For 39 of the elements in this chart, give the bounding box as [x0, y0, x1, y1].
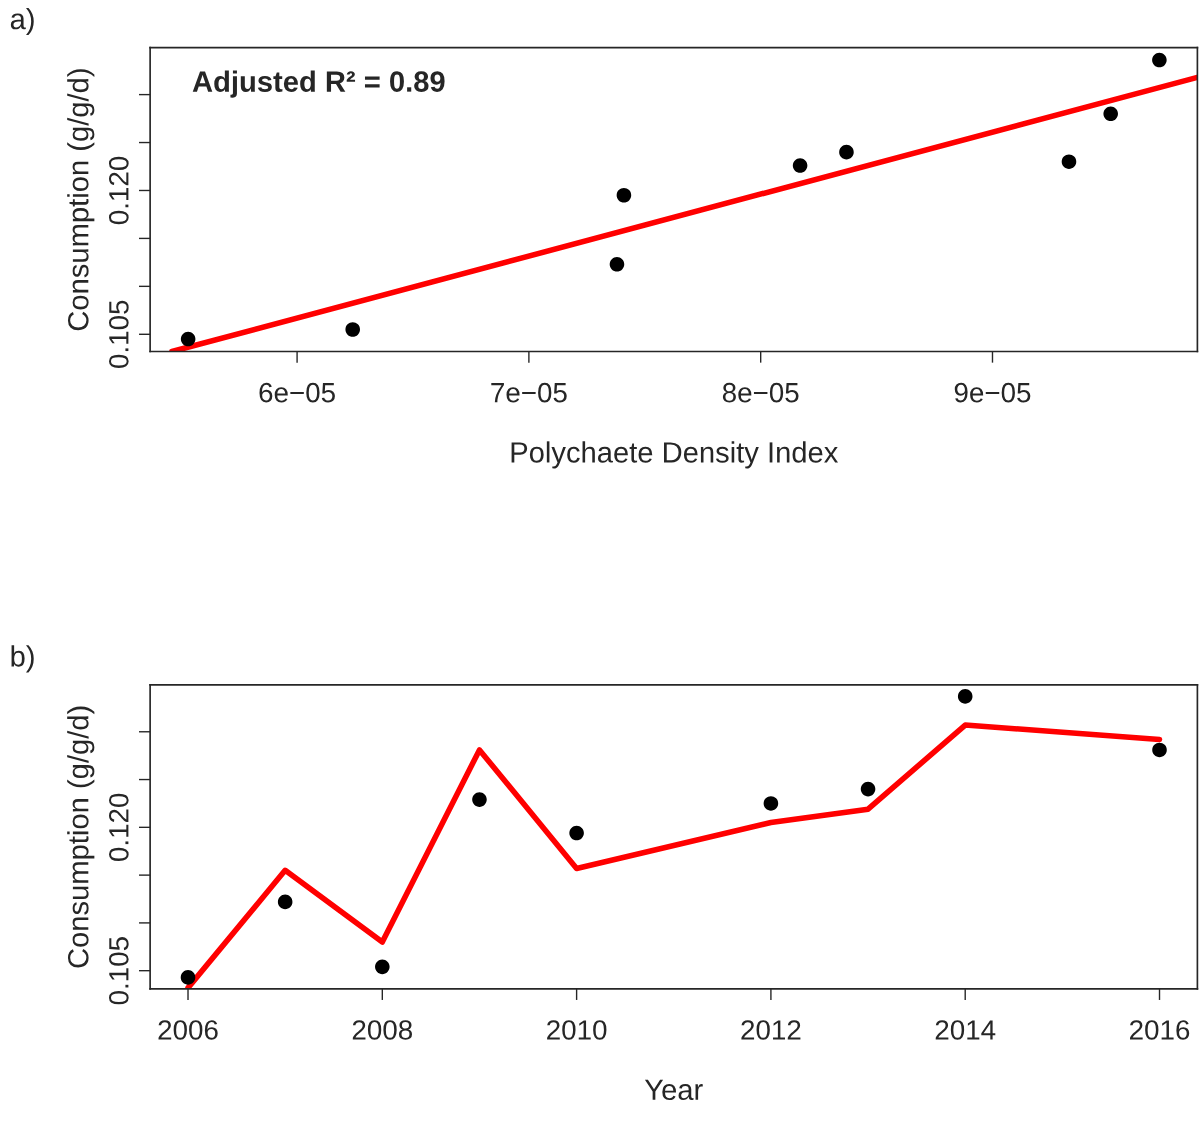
- x-tick-label: 2010: [547, 1020, 607, 1040]
- point: [1152, 742, 1167, 758]
- y-tick-label: 0.120: [108, 793, 129, 861]
- point: [345, 322, 360, 337]
- x-tick-label: 2008: [352, 1020, 412, 1040]
- point: [375, 959, 390, 975]
- point: [616, 187, 632, 203]
- y-axis-title: Consumption (g/g/d): [67, 706, 95, 968]
- point: [180, 970, 196, 985]
- point: [180, 331, 196, 347]
- x-tick-label: 8e−05: [722, 382, 799, 403]
- x-axis-title: Polychaete Density Index: [511, 441, 839, 469]
- x-tick-label: 2012: [741, 1020, 801, 1040]
- chart-title: a): [10, 7, 34, 36]
- annotation: Adjusted R² = 0.89: [192, 70, 445, 98]
- x-tick-label: 9e−05: [954, 382, 1031, 403]
- point: [839, 144, 854, 160]
- x-tick-label: 6e−05: [259, 382, 335, 403]
- point: [957, 689, 973, 704]
- x-axis-title: Year: [644, 1079, 703, 1101]
- point: [472, 792, 487, 807]
- x-tick-label: 2016: [1130, 1020, 1190, 1040]
- x-tick-label: 2006: [158, 1020, 218, 1040]
- point: [1061, 154, 1077, 169]
- point: [569, 825, 584, 841]
- x-tick-label: 7e−05: [491, 382, 567, 403]
- y-tick-label: 0.105: [108, 937, 129, 1005]
- y-tick-label: 0.120: [108, 156, 129, 225]
- point: [277, 894, 293, 910]
- y-tick-label: 0.105: [108, 300, 129, 368]
- y-axis-title: Consumption (g/g/d): [67, 69, 95, 331]
- point: [860, 781, 876, 797]
- x-tick-label: 2014: [935, 1020, 996, 1040]
- point: [1152, 52, 1167, 68]
- point: [1103, 106, 1118, 122]
- point: [763, 796, 779, 811]
- point: [609, 257, 625, 272]
- point: [792, 158, 808, 173]
- chart-title: b): [11, 645, 34, 673]
